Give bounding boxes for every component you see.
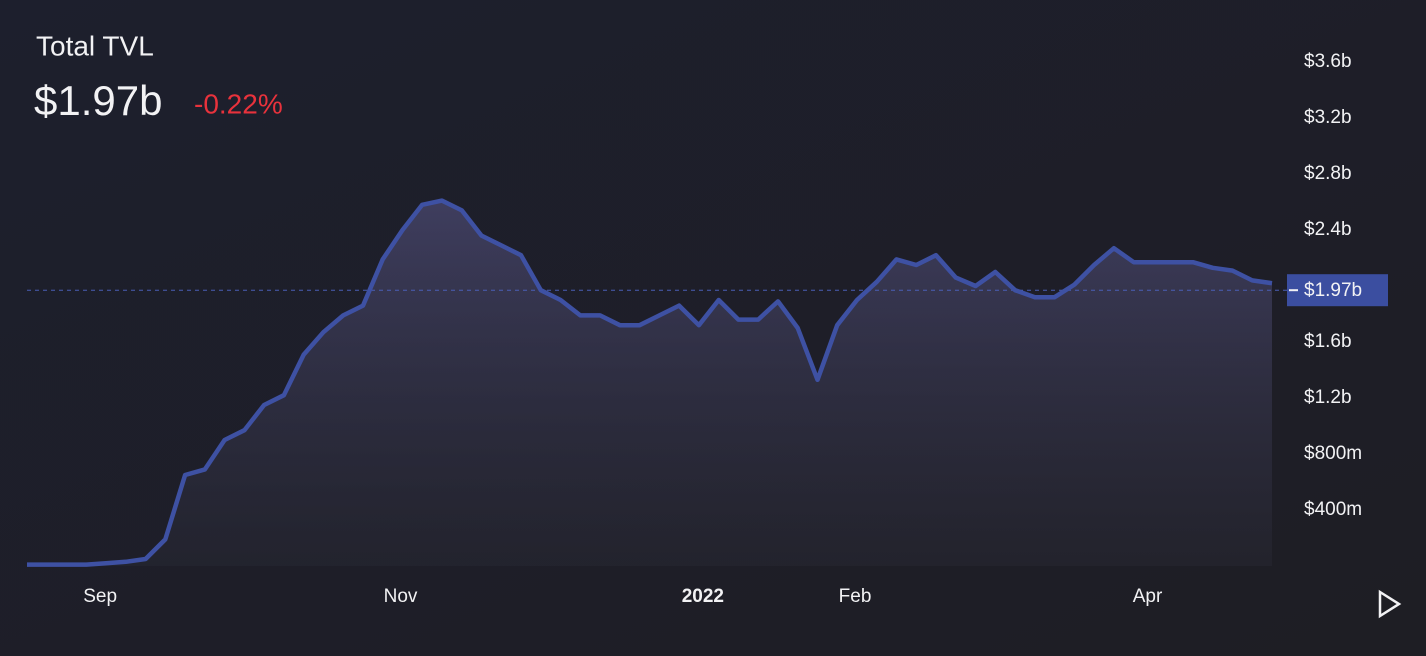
y-tick-label: $3.2b: [1304, 107, 1352, 128]
line: [27, 198, 1273, 567]
y-tick-label: $3.6b: [1304, 51, 1352, 72]
current-marker: [1287, 274, 1388, 307]
play-button[interactable]: [1378, 589, 1402, 619]
current-value: $1.97b: [34, 77, 162, 124]
y-tick-label: $2.8b: [1304, 163, 1352, 184]
y-tick-label: $400m: [1304, 499, 1362, 520]
y-tick-label: $800m: [1304, 443, 1362, 464]
chart-title: Total TVL: [36, 30, 154, 61]
x-tick-label: 2022: [682, 586, 724, 607]
x-tick-label: Apr: [1133, 586, 1163, 607]
current-marker-label: $1.97b: [1304, 280, 1362, 301]
y-tick-label: $2.4b: [1304, 219, 1352, 240]
y-tick-label: $1.2b: [1304, 387, 1352, 408]
change: -0.22%: [194, 88, 283, 119]
x-tick-label: Nov: [384, 586, 418, 607]
x-tick-label: Sep: [83, 586, 117, 607]
area: [27, 200, 1272, 566]
x-tick-label: Feb: [839, 586, 872, 607]
y-tick-label: $1.6b: [1304, 331, 1352, 352]
